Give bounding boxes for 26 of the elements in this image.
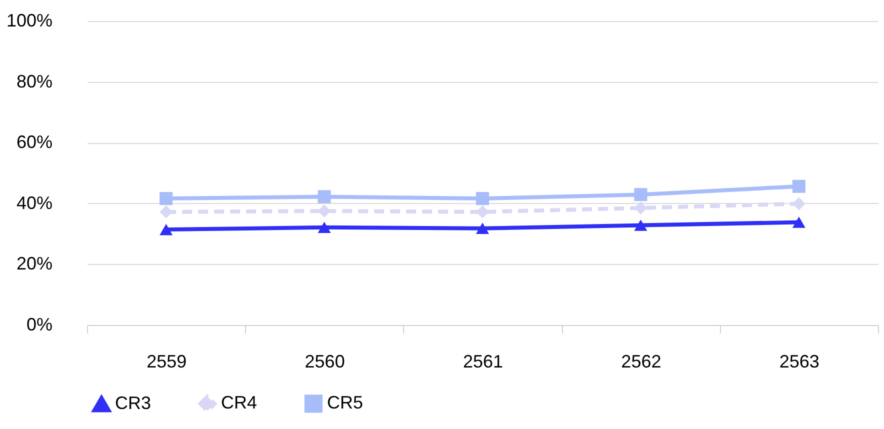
y-tick-label: 100% — [6, 10, 52, 30]
point — [476, 222, 490, 234]
point — [318, 222, 331, 234]
point — [792, 216, 806, 228]
y-tick-label: 80% — [16, 71, 52, 92]
point — [634, 188, 648, 202]
point — [634, 220, 648, 231]
y-tick-label: 20% — [16, 254, 52, 274]
point — [476, 192, 490, 206]
x-tick-label: 2561 — [462, 352, 504, 372]
point — [160, 192, 173, 206]
x-tick-label: 2562 — [621, 352, 662, 372]
y-tick-label: 0% — [26, 314, 52, 334]
legend-label: CR3 — [115, 393, 152, 414]
point — [634, 201, 648, 214]
legend-label: CR4 — [221, 392, 258, 413]
y-tick-label: 40% — [16, 192, 52, 213]
x-tick-label: 2563 — [779, 352, 820, 372]
x-tick-label: 2560 — [304, 352, 345, 372]
point — [160, 224, 173, 236]
y-tick-label: 60% — [16, 132, 52, 152]
point — [318, 190, 331, 204]
x-tick-label: 2559 — [146, 352, 187, 372]
legend-label: CR5 — [327, 392, 364, 413]
point — [792, 197, 806, 210]
point — [792, 180, 806, 193]
